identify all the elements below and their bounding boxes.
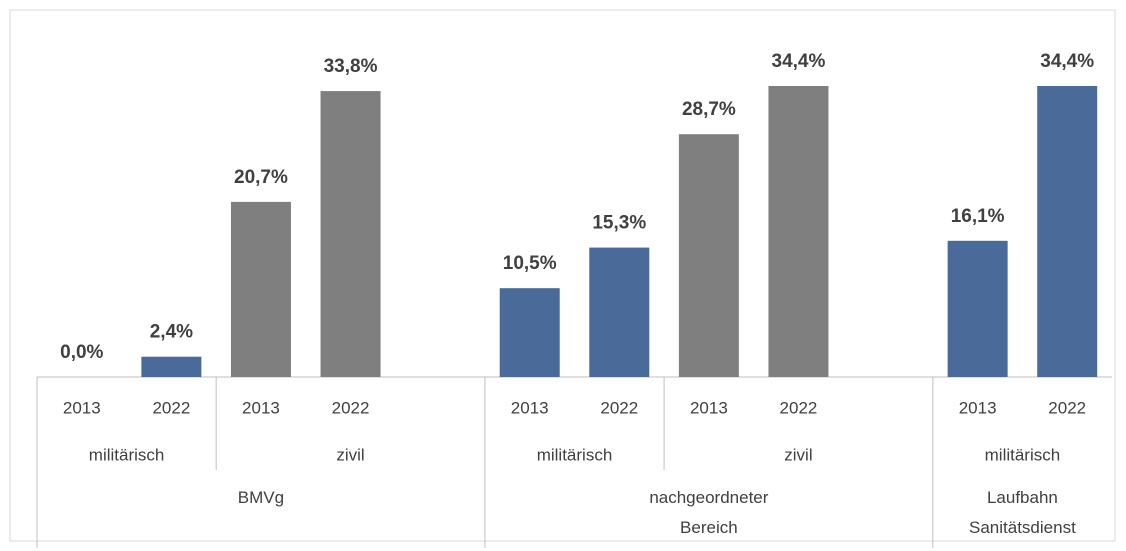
subgroup-label: militärisch [537, 445, 613, 464]
x-tick-label: 2022 [332, 398, 370, 417]
subgroup-label: militärisch [985, 445, 1061, 464]
data-label: 34,4% [1040, 51, 1094, 72]
x-tick-label: 2022 [780, 398, 818, 417]
data-label: 2,4% [150, 322, 193, 343]
x-tick-label: 2013 [63, 398, 101, 417]
group-label-box: Laufbahn Sanitätsdienst [969, 488, 1076, 537]
group-label: nachgeordneter Bereich [649, 488, 769, 537]
bar [230, 201, 291, 377]
data-label: 20,7% [234, 167, 288, 188]
subgroup-label: zivil [784, 445, 812, 464]
bar [1037, 86, 1098, 377]
bar [320, 91, 381, 377]
group-label-box: BMVg [237, 488, 285, 507]
data-label: 33,8% [324, 56, 378, 77]
bar [589, 247, 650, 377]
x-tick-label: 2013 [511, 398, 549, 417]
group-label-box: nachgeordneter Bereich [649, 488, 769, 537]
data-label: 0,0% [60, 342, 103, 363]
x-tick-label: 2013 [690, 398, 728, 417]
data-label: 16,1% [951, 206, 1005, 227]
subgroup-label: militärisch [89, 445, 165, 464]
data-label: 34,4% [772, 51, 826, 72]
subgroup-label: zivil [336, 445, 364, 464]
x-tick-label: 2022 [152, 398, 190, 417]
chart-border [9, 9, 1116, 542]
data-label: 28,7% [682, 99, 736, 120]
x-tick-label: 2013 [242, 398, 280, 417]
x-tick-label: 2022 [600, 398, 638, 417]
x-tick-label: 2013 [959, 398, 997, 417]
x-tick-label: 2022 [1048, 398, 1086, 417]
group-label: Laufbahn Sanitätsdienst [969, 488, 1076, 537]
bar [678, 134, 739, 377]
data-label: 15,3% [592, 213, 646, 234]
bar [141, 356, 202, 377]
bar [947, 240, 1008, 377]
bar [768, 86, 829, 377]
data-label: 10,5% [503, 253, 557, 274]
bar [499, 288, 560, 377]
group-label: BMVg [237, 488, 285, 507]
